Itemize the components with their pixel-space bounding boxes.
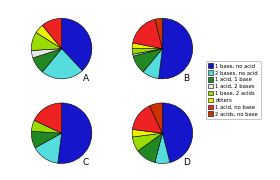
Wedge shape <box>42 49 82 79</box>
Wedge shape <box>33 49 62 72</box>
Text: B: B <box>183 74 190 83</box>
Wedge shape <box>58 103 92 163</box>
Wedge shape <box>132 133 162 151</box>
Text: C: C <box>83 158 89 167</box>
Wedge shape <box>158 18 193 79</box>
Wedge shape <box>143 49 162 79</box>
Wedge shape <box>62 18 92 71</box>
Text: A: A <box>83 74 89 83</box>
Wedge shape <box>162 103 193 163</box>
Wedge shape <box>36 25 62 49</box>
Wedge shape <box>42 18 62 49</box>
Legend: 1 base, no acid, 2 bases, no acid, 1 acid, 1 base, 1 acid, 2 bases, 1 base, 2 ac: 1 base, no acid, 2 bases, no acid, 1 aci… <box>206 61 261 119</box>
Wedge shape <box>31 49 62 58</box>
Wedge shape <box>132 43 162 49</box>
Wedge shape <box>34 103 62 133</box>
Text: D: D <box>183 158 190 167</box>
Wedge shape <box>132 129 162 137</box>
Wedge shape <box>31 120 62 133</box>
Wedge shape <box>133 49 162 56</box>
Wedge shape <box>35 133 62 163</box>
Wedge shape <box>150 103 162 133</box>
Wedge shape <box>155 18 162 49</box>
Wedge shape <box>133 49 162 72</box>
Wedge shape <box>132 106 162 133</box>
Wedge shape <box>155 133 170 163</box>
Wedge shape <box>133 19 162 49</box>
Wedge shape <box>132 49 162 54</box>
Wedge shape <box>138 133 162 163</box>
Wedge shape <box>31 131 62 148</box>
Wedge shape <box>31 32 62 51</box>
